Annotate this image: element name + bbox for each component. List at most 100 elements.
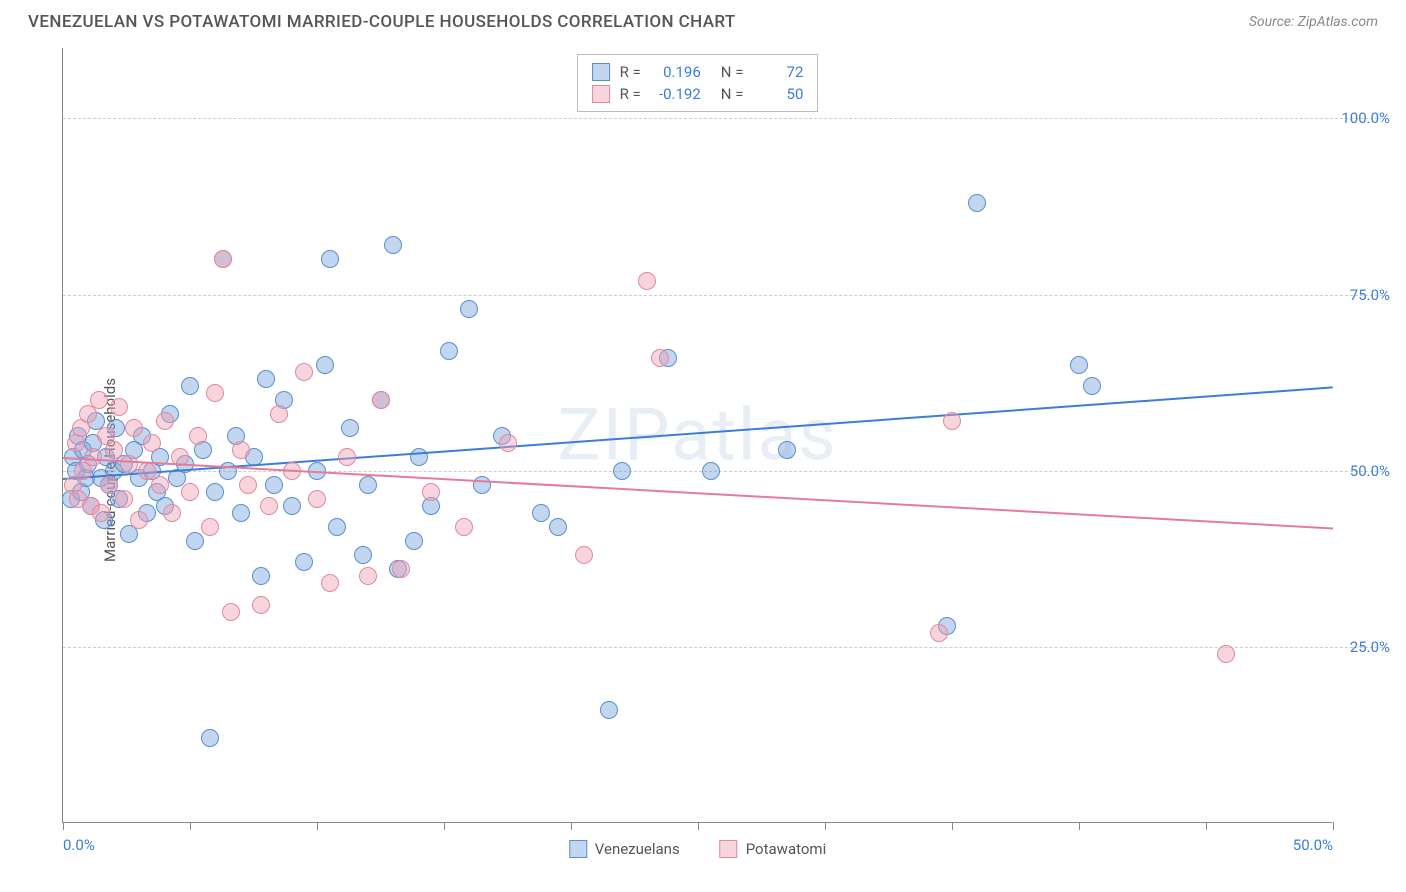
series-swatch — [720, 840, 738, 858]
x-tick — [444, 822, 445, 830]
x-tick — [63, 822, 64, 830]
data-point — [638, 272, 656, 290]
data-point — [257, 370, 275, 388]
data-point — [232, 504, 250, 522]
x-tick — [571, 822, 572, 830]
data-point — [90, 391, 108, 409]
data-point — [359, 567, 377, 585]
series-swatch — [592, 63, 610, 81]
header: VENEZUELAN VS POTAWATOMI MARRIED-COUPLE … — [0, 0, 1406, 40]
data-point — [120, 455, 138, 473]
data-point — [384, 236, 402, 254]
stats-row: R =-0.192N =50 — [592, 83, 804, 105]
data-point — [189, 427, 207, 445]
data-point — [206, 483, 224, 501]
data-point — [354, 546, 372, 564]
data-point — [702, 462, 720, 480]
gridline — [63, 295, 1388, 296]
data-point — [252, 596, 270, 614]
data-point — [460, 300, 478, 318]
data-point — [239, 476, 257, 494]
data-point — [943, 412, 961, 430]
chart-area: Married-couple Households ZIPatlas R =0.… — [28, 48, 1386, 892]
data-point — [186, 532, 204, 550]
y-tick-label: 50.0% — [1350, 462, 1390, 480]
x-tick — [1206, 822, 1207, 830]
data-point — [930, 624, 948, 642]
data-point — [328, 518, 346, 536]
x-tick-label: 50.0% — [1293, 836, 1333, 854]
data-point — [151, 476, 169, 494]
data-point — [549, 518, 567, 536]
data-point — [316, 356, 334, 374]
data-point — [100, 476, 118, 494]
chart-title: VENEZUELAN VS POTAWATOMI MARRIED-COUPLE … — [28, 12, 736, 32]
data-point — [405, 532, 423, 550]
x-tick — [698, 822, 699, 830]
data-point — [372, 391, 390, 409]
data-point — [499, 434, 517, 452]
data-point — [1083, 377, 1101, 395]
data-point — [392, 560, 410, 578]
data-point — [321, 250, 339, 268]
gridline — [63, 647, 1388, 648]
data-point — [359, 476, 377, 494]
x-tick-label: 0.0% — [63, 836, 95, 854]
data-point — [214, 250, 232, 268]
x-tick — [1079, 822, 1080, 830]
series-swatch — [569, 840, 587, 858]
x-tick — [825, 822, 826, 830]
watermark: ZIPatlas — [557, 393, 837, 478]
series-legend: Venezuelans Potawatomi — [569, 840, 826, 858]
data-point — [84, 448, 102, 466]
stats-row: R =0.196N =72 — [592, 61, 804, 83]
data-point — [125, 419, 143, 437]
y-tick-label: 75.0% — [1350, 286, 1390, 304]
trend-line — [63, 386, 1333, 480]
data-point — [115, 490, 133, 508]
source-label: Source: ZipAtlas.com — [1249, 14, 1378, 30]
n-label: N = — [721, 85, 744, 103]
data-point — [338, 448, 356, 466]
legend-item: Potawatomi — [720, 840, 827, 858]
data-point — [130, 511, 148, 529]
n-value: 50 — [753, 85, 803, 103]
r-value: -0.192 — [651, 85, 701, 103]
data-point — [156, 412, 174, 430]
data-point — [295, 363, 313, 381]
y-tick-label: 25.0% — [1350, 638, 1390, 656]
x-tick — [1333, 822, 1334, 830]
data-point — [575, 546, 593, 564]
legend-item: Venezuelans — [569, 840, 680, 858]
data-point — [105, 441, 123, 459]
data-point — [341, 419, 359, 437]
data-point — [651, 349, 669, 367]
x-tick — [317, 822, 318, 830]
data-point — [1217, 645, 1235, 663]
series-swatch — [592, 85, 610, 103]
gridline — [63, 118, 1388, 119]
data-point — [440, 342, 458, 360]
data-point — [532, 504, 550, 522]
n-value: 72 — [753, 63, 803, 81]
data-point — [92, 504, 110, 522]
data-point — [295, 553, 313, 571]
data-point — [308, 490, 326, 508]
data-point — [222, 603, 240, 621]
n-label: N = — [721, 63, 744, 81]
r-label: R = — [620, 63, 641, 81]
data-point — [219, 462, 237, 480]
data-point — [201, 518, 219, 536]
data-point — [778, 441, 796, 459]
data-point — [260, 497, 278, 515]
data-point — [1070, 356, 1088, 374]
data-point — [968, 194, 986, 212]
data-point — [321, 574, 339, 592]
data-point — [455, 518, 473, 536]
data-point — [283, 497, 301, 515]
data-point — [252, 567, 270, 585]
legend-label: Venezuelans — [595, 840, 680, 858]
data-point — [181, 377, 199, 395]
scatter-plot: ZIPatlas R =0.196N =72R =-0.192N =50 Ven… — [62, 48, 1332, 823]
gridline — [63, 471, 1388, 472]
